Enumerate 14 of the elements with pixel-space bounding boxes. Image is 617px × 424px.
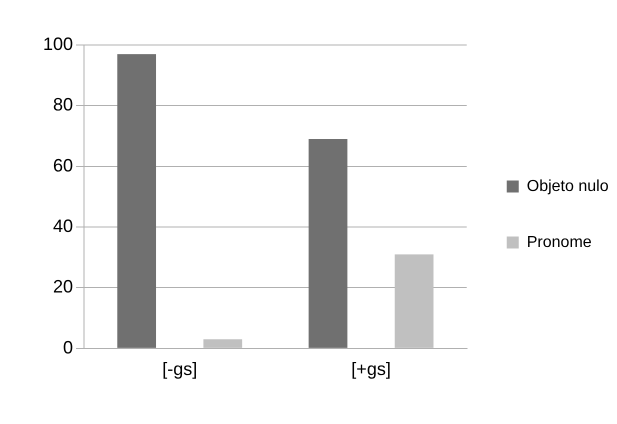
x-tick-label: [+gs] xyxy=(351,359,391,380)
y-tick-label: 100 xyxy=(42,34,74,54)
y-tick-label: 60 xyxy=(53,155,74,176)
y-tick-label: 20 xyxy=(53,276,74,297)
legend-label: Objeto nulo xyxy=(526,178,609,195)
y-tick-label: 80 xyxy=(53,94,74,115)
bar xyxy=(308,139,348,348)
legend-label: Pronome xyxy=(526,234,592,251)
bar xyxy=(203,339,242,348)
bar xyxy=(117,54,156,348)
x-tick-label: [-gs] xyxy=(162,359,198,380)
y-tick-label: 40 xyxy=(53,216,74,236)
y-tick-label: 0 xyxy=(63,337,74,358)
bar xyxy=(394,254,434,348)
